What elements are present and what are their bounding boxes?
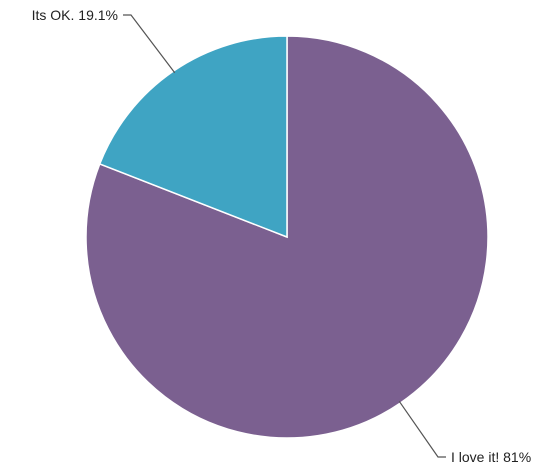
slice-label: Its OK. 19.1%: [32, 7, 118, 23]
slice-label: I love it! 81%: [451, 449, 531, 465]
leader-line: [398, 400, 446, 458]
pie-labels: I love it! 81% Its OK. 19.1%: [32, 7, 532, 465]
pie-slices: [85, 35, 489, 439]
leader-line: [123, 14, 176, 74]
